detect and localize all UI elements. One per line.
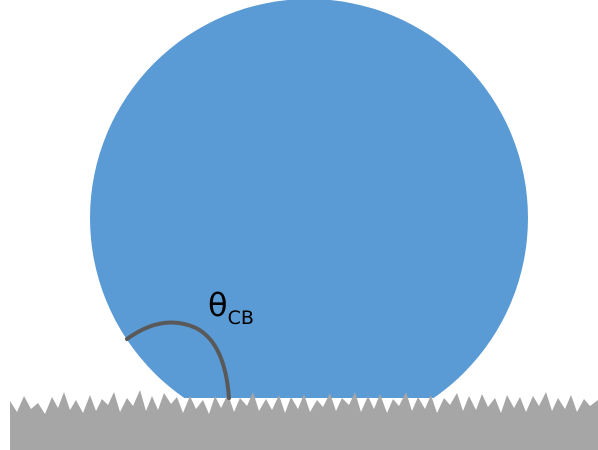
contact-angle-arc (125, 320, 231, 400)
droplet (90, 0, 528, 398)
rough-surface (10, 390, 598, 450)
contact-angle-label: θCB (208, 286, 254, 329)
angle-symbol: θ (208, 286, 228, 324)
angle-subscript: CB (228, 307, 254, 329)
